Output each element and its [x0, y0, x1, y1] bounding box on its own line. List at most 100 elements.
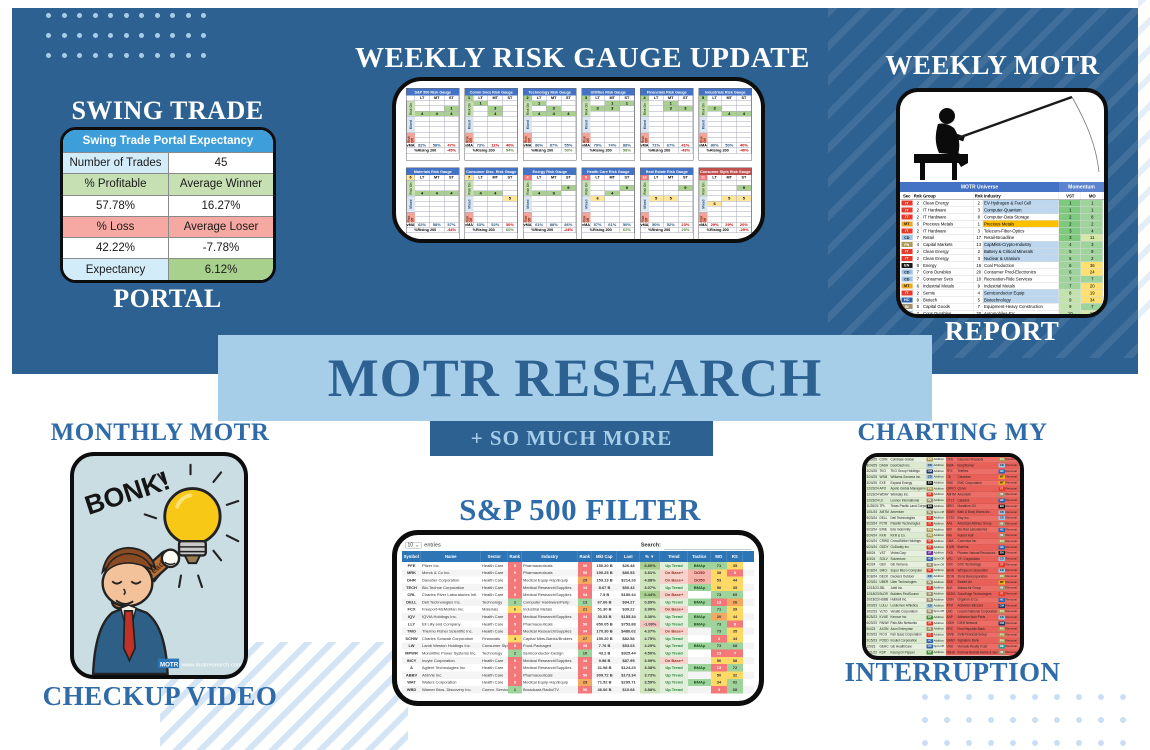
search-input[interactable] — [664, 540, 751, 550]
gauge-title: Comm Svcs Risk Gauge — [465, 88, 518, 96]
removal-label: Removal — [1005, 544, 1020, 551]
addition-sector: IT — [926, 492, 933, 498]
gauge-cell — [532, 211, 547, 217]
gauge-cell — [415, 121, 430, 127]
sp-table-row: LW Lamb Weston Holdings Inc. Consumer Stpl… — [402, 642, 754, 650]
gauge-cell — [415, 100, 430, 106]
sp-trend: On Base+ — [660, 656, 688, 665]
universe-sec-rank: 2 — [913, 206, 922, 214]
addition-label: Addition — [933, 597, 946, 604]
removal-sector: MT — [998, 474, 1005, 481]
change-date: 11/26/24 — [866, 503, 879, 510]
gauge-rising-value: 54% — [502, 148, 518, 154]
swing-table-row: % Profitable Average Winner — [63, 173, 273, 195]
gauge-cell — [415, 196, 430, 202]
removal-sector: CM — [998, 603, 1005, 609]
sp-tactics — [688, 628, 711, 635]
gauge-vma-label: vMA — [699, 142, 708, 148]
decor-dot — [966, 717, 972, 723]
gauge-vma-value: 62% — [415, 222, 430, 228]
universe-vst: 6 — [1059, 268, 1081, 276]
gauge-col-header: ST — [502, 95, 518, 101]
gauge-title: Consumer Disc. Risk Gauge — [465, 168, 518, 175]
decor-dot — [185, 53, 191, 58]
universe-group-rank: 1 — [974, 220, 983, 228]
gauge-cell: 4 — [415, 190, 430, 196]
sp-symbol: FCX — [407, 607, 416, 612]
interruption-row: 6/24/24 KKR KKR & Co. FN Addition RHI Robert H… — [866, 532, 1020, 539]
gauge-cell — [473, 121, 489, 127]
sp-mktcap: 43.2 B — [598, 650, 611, 656]
column-header: Mkt Cap — [592, 551, 617, 562]
gauge-title: Technology Risk Gauge — [523, 88, 576, 96]
sector-badge: CD — [998, 463, 1005, 468]
sp-mktcap: 650.05 B — [596, 621, 613, 627]
removal-sector: IT — [998, 591, 1005, 598]
universe-group: Capital Goods — [922, 303, 974, 310]
removal-ticker: SEE — [946, 579, 957, 586]
risk-gauge: S&P 500 Risk Gauge LT MT ST Risk On 1 4 4 4 Mixed… — [406, 88, 460, 161]
universe-vst: 4 — [1059, 241, 1081, 248]
sector-badge: IT — [998, 592, 1005, 597]
swing-cell: -7.78% — [168, 237, 273, 259]
gauge-cell — [590, 132, 606, 138]
removal-sector: IT — [998, 562, 1005, 569]
gauge-cell: 4 — [415, 111, 430, 117]
removal-name: SolarEdge Technologies — [957, 591, 998, 598]
swing-cell: 57.78% — [63, 194, 168, 216]
removal-sector: HC — [998, 527, 1005, 533]
addition-sector: HC — [926, 644, 933, 650]
sp-tactics — [688, 686, 711, 693]
entries-select[interactable]: 10 ⌄ — [405, 541, 422, 549]
gauge-cell — [415, 137, 430, 143]
sp-table-row: TECH Bio-Techne Corporation Health Care 9 Me… — [402, 583, 754, 592]
gauge-grid: 2 LT MT ST Risk On 1 3 4 4 4 Mixed Risk Off vMA 86% 87… — [523, 95, 576, 161]
sp-industry: Medical Research/Supplies — [523, 614, 572, 619]
sp-sector: Health Care — [482, 621, 504, 627]
removal-label: Removal — [1005, 632, 1020, 639]
gauge-rising-label: %Rising 200 — [523, 148, 562, 154]
universe-vst: 1 — [1059, 200, 1081, 207]
universe-row: CD 7 Cons Durables 20 Automobiles-EV 10 12 — [900, 310, 1104, 314]
sp-symbol: PFE — [407, 563, 416, 568]
sector-badge: IT — [926, 545, 933, 550]
gauge-cell — [678, 116, 693, 122]
gauge-cell — [561, 106, 576, 112]
sector-badge: IN — [926, 580, 933, 585]
gauge-cell — [473, 185, 489, 191]
universe-sec-rank: 7 — [913, 275, 922, 283]
gauge-cell — [590, 211, 606, 217]
addition-ticker: FICO — [879, 632, 890, 639]
removal-sector: EN — [998, 503, 1005, 510]
sp-tactics: BMAp — [688, 562, 711, 570]
gauge-cell — [532, 127, 547, 133]
sp-symbol: DHR — [407, 577, 416, 583]
sector-badge: CM — [998, 603, 1005, 608]
decor-dot — [1098, 740, 1104, 746]
gauge-cell — [429, 100, 445, 106]
sector-badge: IN — [926, 510, 933, 515]
decor-dot — [77, 33, 82, 38]
decor-dot — [46, 33, 51, 38]
removal-name: American Airlines Group — [957, 521, 998, 528]
removal-label: Removal — [1005, 550, 1020, 557]
decor-dot — [154, 33, 160, 38]
addition-sector: IT — [926, 632, 933, 639]
removal-name: Qorvo — [957, 486, 998, 493]
gauge-cell — [649, 211, 664, 217]
universe-industry: Semiconductor Equip — [983, 289, 1059, 297]
gauge-vma-value: 29% — [707, 222, 723, 228]
universe-sec-rank: 7 — [913, 310, 922, 314]
gauge-cell — [488, 137, 503, 143]
addition-label: Addition — [933, 480, 946, 487]
sector-badge: CM — [998, 621, 1005, 626]
universe-sec-rank: 2 — [913, 289, 922, 297]
sp-industry: Medical Research/Supplies — [523, 658, 572, 663]
gauge-cell — [707, 132, 723, 138]
sp-rs: 8 — [727, 569, 743, 577]
gauge-cell — [488, 180, 503, 186]
gauge-vma-value: 57% — [444, 222, 459, 228]
gauge-cell — [605, 127, 620, 133]
sector-badge: CD — [926, 574, 933, 579]
universe-sec: IT — [900, 248, 913, 255]
